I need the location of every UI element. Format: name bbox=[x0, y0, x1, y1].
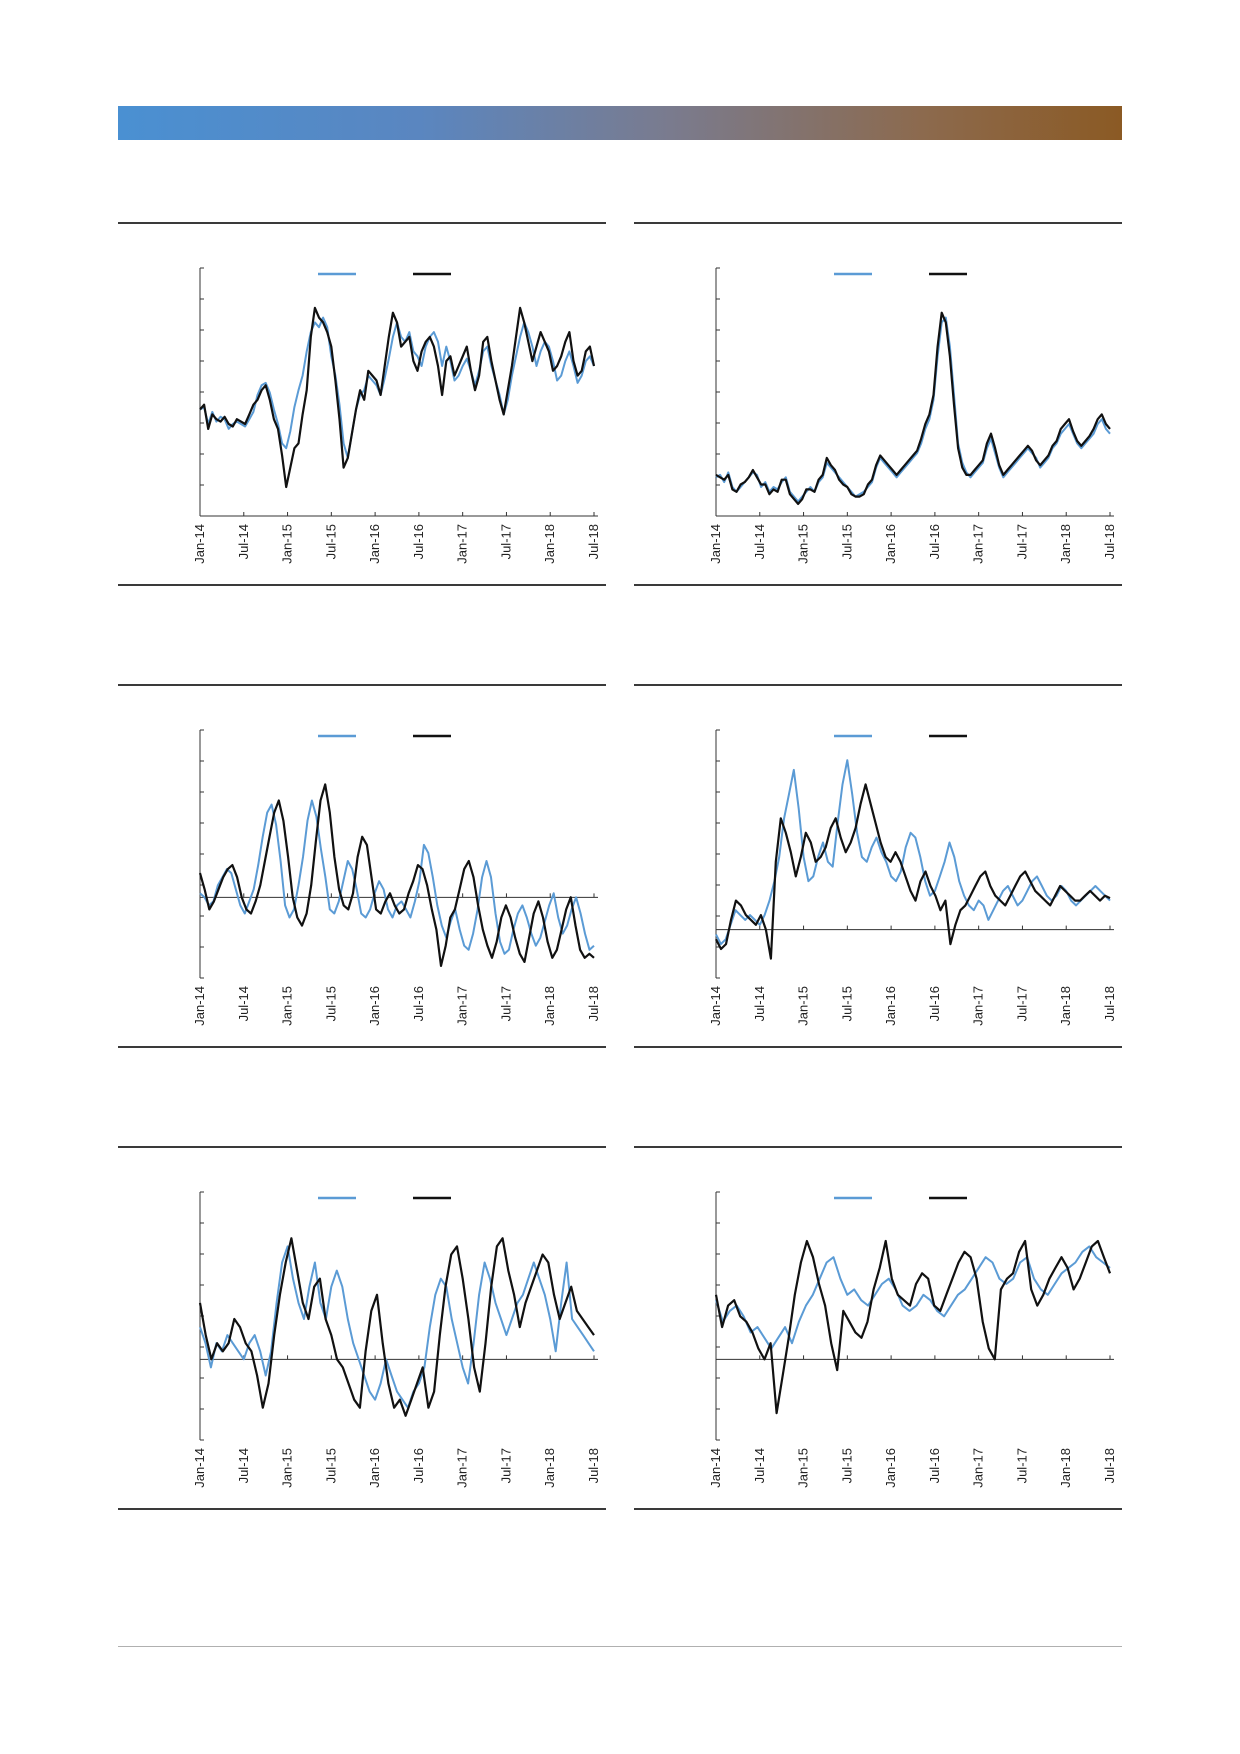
chart-5: Jan-14 Jul-14 Jan-15 Jul-15 Jan-16 Jul-16 Jan-… bbox=[192, 1191, 601, 1488]
x-tick-label: Jul-18 bbox=[1102, 524, 1117, 559]
x-tick-label: Jan-18 bbox=[1058, 524, 1073, 564]
x-tick-label: Jul-14 bbox=[752, 524, 767, 559]
x-tick-label: Jul-18 bbox=[586, 524, 601, 559]
series-line-1 bbox=[199, 1245, 595, 1409]
x-tick-label: Jul-16 bbox=[411, 524, 426, 559]
x-tick-label: Jul-17 bbox=[498, 524, 513, 559]
footer-rule bbox=[118, 1646, 1122, 1647]
x-tick-label: Jan-16 bbox=[367, 524, 382, 564]
x-tick-label: Jan-18 bbox=[542, 986, 557, 1026]
chart-panel-5: Jan-14 Jul-14 Jan-15 Jul-15 Jan-16 Jul-16 Jan-… bbox=[118, 1146, 606, 1510]
chart-1: Jan-14 Jul-14 Jan-15 Jul-15 Jan-16 Jul-16 Jan-… bbox=[192, 267, 601, 564]
x-tick-label: Jan-16 bbox=[367, 986, 382, 1026]
x-tick-label: Jul-17 bbox=[498, 986, 513, 1021]
x-tick-label: Jul-18 bbox=[586, 986, 601, 1021]
chart-4: Jan-14 Jul-14 Jan-15 Jul-15 Jan-16 Jul-16 Jan-… bbox=[708, 729, 1117, 1026]
x-tick-label: Jul-15 bbox=[323, 524, 338, 559]
x-tick-label: Jul-16 bbox=[927, 524, 942, 559]
series-line-2 bbox=[198, 783, 595, 967]
x-tick-label: Jan-16 bbox=[367, 1448, 382, 1488]
x-tick-label: Jul-14 bbox=[752, 1448, 767, 1483]
x-tick-label: Jan-17 bbox=[971, 524, 986, 564]
x-tick-label: Jan-15 bbox=[280, 986, 295, 1026]
x-tick-label: Jan-18 bbox=[542, 1448, 557, 1488]
x-tick-label: Jul-15 bbox=[323, 986, 338, 1021]
x-tick-label: Jan-16 bbox=[883, 524, 898, 564]
x-tick-label: Jan-15 bbox=[796, 1448, 811, 1488]
x-tick-label: Jan-17 bbox=[455, 524, 470, 564]
chart-3: Jan-14 Jul-14 Jan-15 Jul-15 Jan-16 Jul-16 Jan-… bbox=[192, 729, 601, 1026]
chart-panel-3: Jan-14 Jul-14 Jan-15 Jul-15 Jan-16 Jul-16 Jan-… bbox=[118, 684, 606, 1048]
x-tick-label: Jul-16 bbox=[927, 986, 942, 1021]
chart-panel-6: Jan-14 Jul-14 Jan-15 Jul-15 Jan-16 Jul-16 Jan-… bbox=[634, 1146, 1122, 1510]
x-tick-label: Jul-16 bbox=[411, 1448, 426, 1483]
x-tick-label: Jan-16 bbox=[883, 986, 898, 1026]
x-tick-label: Jan-14 bbox=[192, 1448, 207, 1488]
x-tick-label: Jul-18 bbox=[586, 1448, 601, 1483]
x-tick-label: Jan-17 bbox=[971, 986, 986, 1026]
x-tick-label: Jan-17 bbox=[971, 1448, 986, 1488]
x-tick-label: Jan-15 bbox=[280, 1448, 295, 1488]
x-tick-label: Jul-17 bbox=[1014, 524, 1029, 559]
chart-panel-1: Jan-14 Jul-14 Jan-15 Jul-15 Jan-16 Jul-16 Jan-… bbox=[118, 222, 606, 586]
x-tick-label: Jan-18 bbox=[1058, 986, 1073, 1026]
series-line-2 bbox=[198, 1237, 595, 1417]
series-line-2 bbox=[715, 783, 1111, 960]
x-tick-label: Jul-18 bbox=[1102, 986, 1117, 1021]
x-tick-label: Jul-14 bbox=[236, 524, 251, 559]
x-tick-label: Jul-14 bbox=[236, 1448, 251, 1483]
chart-panel-2: Jan-14 Jul-14 Jan-15 Jul-15 Jan-16 Jul-16 Jan-… bbox=[634, 222, 1122, 586]
series-line-2 bbox=[199, 306, 596, 489]
x-tick-label: Jul-14 bbox=[752, 986, 767, 1021]
header-gradient-bar bbox=[118, 106, 1122, 140]
series-line-1 bbox=[199, 316, 595, 459]
series-line-1 bbox=[199, 799, 595, 955]
x-tick-label: Jan-15 bbox=[796, 986, 811, 1026]
x-tick-label: Jan-14 bbox=[192, 986, 207, 1026]
series-line-2 bbox=[714, 1239, 1112, 1415]
x-tick-label: Jan-17 bbox=[455, 1448, 470, 1488]
x-tick-label: Jan-14 bbox=[708, 524, 723, 564]
series-line-1 bbox=[715, 759, 1111, 946]
x-tick-label: Jan-17 bbox=[455, 986, 470, 1026]
series-line-1 bbox=[715, 316, 1111, 503]
x-tick-label: Jul-15 bbox=[323, 1448, 338, 1483]
chart-panel-4: Jan-14 Jul-14 Jan-15 Jul-15 Jan-16 Jul-16 Jan-… bbox=[634, 684, 1122, 1048]
x-tick-label: Jul-15 bbox=[839, 1448, 854, 1483]
x-tick-label: Jul-14 bbox=[236, 986, 251, 1021]
series-line-2 bbox=[715, 311, 1111, 505]
x-tick-label: Jul-18 bbox=[1102, 1448, 1117, 1483]
x-tick-label: Jul-17 bbox=[1014, 1448, 1029, 1483]
x-tick-label: Jul-16 bbox=[411, 986, 426, 1021]
x-tick-label: Jan-15 bbox=[796, 524, 811, 564]
x-tick-label: Jan-14 bbox=[708, 1448, 723, 1488]
x-tick-label: Jul-17 bbox=[1014, 986, 1029, 1021]
x-tick-label: Jan-15 bbox=[280, 524, 295, 564]
x-tick-label: Jul-16 bbox=[927, 1448, 942, 1483]
x-tick-label: Jan-16 bbox=[883, 1448, 898, 1488]
chart-2: Jan-14 Jul-14 Jan-15 Jul-15 Jan-16 Jul-16 Jan-… bbox=[708, 267, 1117, 564]
x-tick-label: Jul-15 bbox=[839, 524, 854, 559]
x-tick-label: Jan-18 bbox=[542, 524, 557, 564]
x-tick-label: Jan-14 bbox=[192, 524, 207, 564]
x-tick-label: Jul-17 bbox=[498, 1448, 513, 1483]
x-tick-label: Jan-14 bbox=[708, 986, 723, 1026]
x-tick-label: Jul-15 bbox=[839, 986, 854, 1021]
x-tick-label: Jan-18 bbox=[1058, 1448, 1073, 1488]
chart-6: Jan-14 Jul-14 Jan-15 Jul-15 Jan-16 Jul-16 Jan-… bbox=[708, 1191, 1117, 1488]
